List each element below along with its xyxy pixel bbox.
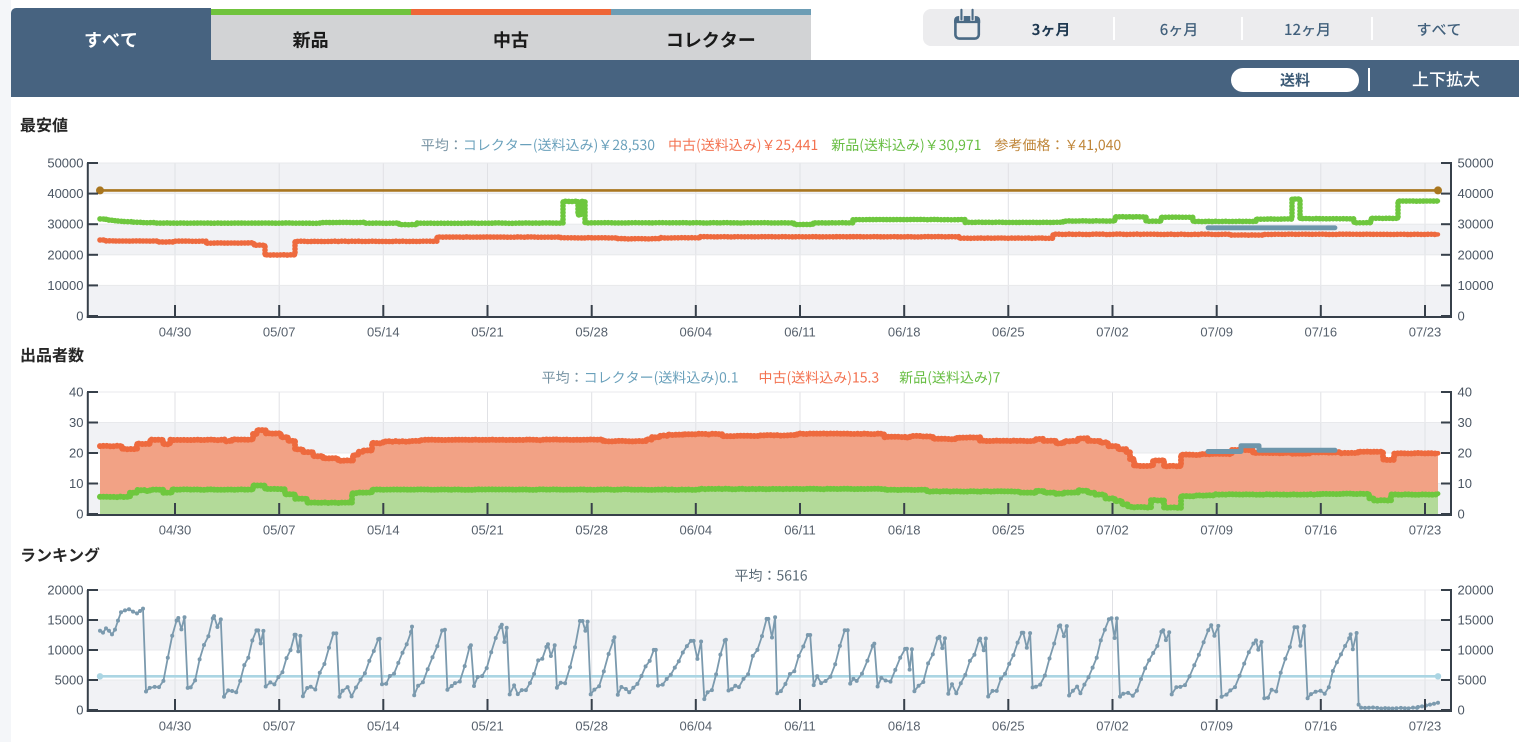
svg-text:20000: 20000 bbox=[1458, 583, 1494, 598]
svg-text:07/09: 07/09 bbox=[1200, 719, 1233, 734]
svg-text:07/02: 07/02 bbox=[1096, 719, 1129, 734]
svg-text:06/04: 06/04 bbox=[680, 325, 713, 340]
svg-text:20000: 20000 bbox=[47, 583, 83, 598]
svg-text:20000: 20000 bbox=[1458, 247, 1494, 262]
svg-text:10000: 10000 bbox=[1458, 643, 1494, 658]
svg-text:10: 10 bbox=[69, 476, 83, 491]
svg-text:05/07: 05/07 bbox=[263, 719, 296, 734]
svg-text:04/30: 04/30 bbox=[159, 325, 192, 340]
svg-text:06/11: 06/11 bbox=[784, 523, 816, 538]
svg-text:07/16: 07/16 bbox=[1305, 523, 1338, 538]
svg-text:30: 30 bbox=[69, 415, 83, 430]
svg-text:10: 10 bbox=[1458, 476, 1472, 491]
svg-text:5000: 5000 bbox=[1458, 673, 1487, 688]
svg-text:20000: 20000 bbox=[47, 247, 83, 262]
svg-text:0: 0 bbox=[1458, 507, 1465, 522]
svg-text:40000: 40000 bbox=[1458, 186, 1494, 201]
svg-text:06/25: 06/25 bbox=[992, 523, 1025, 538]
svg-text:05/28: 05/28 bbox=[575, 523, 608, 538]
svg-text:05/14: 05/14 bbox=[367, 719, 400, 734]
svg-text:40: 40 bbox=[69, 385, 83, 400]
svg-text:0: 0 bbox=[76, 309, 83, 324]
svg-text:10000: 10000 bbox=[47, 643, 83, 658]
svg-text:07/16: 07/16 bbox=[1305, 325, 1338, 340]
svg-text:20: 20 bbox=[1458, 446, 1472, 461]
svg-text:07/23: 07/23 bbox=[1409, 523, 1442, 538]
svg-text:04/30: 04/30 bbox=[159, 719, 192, 734]
svg-text:06/11: 06/11 bbox=[784, 719, 816, 734]
svg-text:30000: 30000 bbox=[47, 217, 83, 232]
svg-text:06/25: 06/25 bbox=[992, 325, 1025, 340]
svg-text:06/25: 06/25 bbox=[992, 719, 1025, 734]
svg-text:0: 0 bbox=[1458, 309, 1465, 324]
svg-text:10000: 10000 bbox=[47, 278, 83, 293]
svg-text:50000: 50000 bbox=[47, 156, 83, 171]
svg-text:06/18: 06/18 bbox=[888, 523, 921, 538]
svg-text:06/04: 06/04 bbox=[680, 719, 713, 734]
svg-text:06/04: 06/04 bbox=[680, 523, 713, 538]
svg-text:20: 20 bbox=[69, 446, 83, 461]
svg-text:05/21: 05/21 bbox=[471, 325, 504, 340]
svg-text:07/23: 07/23 bbox=[1409, 719, 1442, 734]
svg-text:07/23: 07/23 bbox=[1409, 325, 1442, 340]
svg-text:50000: 50000 bbox=[1458, 156, 1494, 171]
svg-text:05/28: 05/28 bbox=[575, 325, 608, 340]
svg-text:07/09: 07/09 bbox=[1200, 523, 1233, 538]
svg-text:06/11: 06/11 bbox=[784, 325, 816, 340]
svg-text:30000: 30000 bbox=[1458, 217, 1494, 232]
svg-text:05/07: 05/07 bbox=[263, 523, 296, 538]
svg-text:07/02: 07/02 bbox=[1096, 325, 1129, 340]
svg-text:05/21: 05/21 bbox=[471, 719, 504, 734]
svg-text:10000: 10000 bbox=[1458, 278, 1494, 293]
svg-text:05/14: 05/14 bbox=[367, 325, 400, 340]
svg-text:05/07: 05/07 bbox=[263, 325, 296, 340]
svg-text:40000: 40000 bbox=[47, 186, 83, 201]
svg-text:0: 0 bbox=[76, 703, 83, 718]
svg-text:30: 30 bbox=[1458, 415, 1472, 430]
svg-text:07/09: 07/09 bbox=[1200, 325, 1233, 340]
svg-text:0: 0 bbox=[76, 507, 83, 522]
svg-text:06/18: 06/18 bbox=[888, 719, 921, 734]
svg-text:15000: 15000 bbox=[47, 613, 83, 628]
svg-text:07/16: 07/16 bbox=[1305, 719, 1338, 734]
svg-text:40: 40 bbox=[1458, 385, 1472, 400]
svg-text:04/30: 04/30 bbox=[159, 523, 192, 538]
svg-text:07/02: 07/02 bbox=[1096, 523, 1129, 538]
svg-text:05/21: 05/21 bbox=[471, 523, 504, 538]
svg-text:05/28: 05/28 bbox=[575, 719, 608, 734]
svg-text:06/18: 06/18 bbox=[888, 325, 921, 340]
svg-text:0: 0 bbox=[1458, 703, 1465, 718]
svg-text:5000: 5000 bbox=[55, 673, 84, 688]
svg-text:15000: 15000 bbox=[1458, 613, 1494, 628]
svg-text:05/14: 05/14 bbox=[367, 523, 400, 538]
